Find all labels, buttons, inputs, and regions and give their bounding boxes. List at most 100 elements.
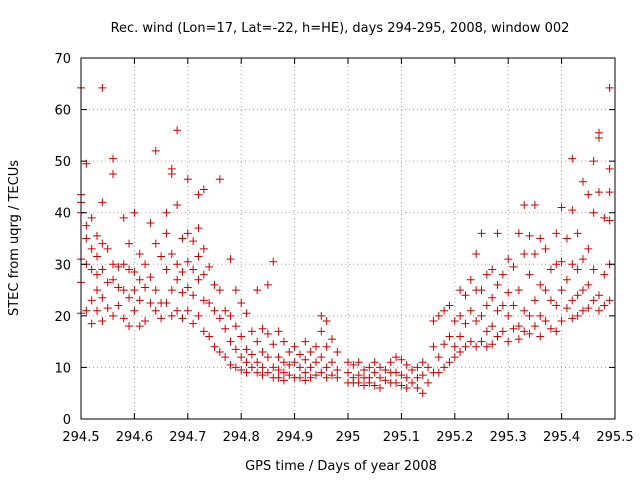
x-tick-label: 294.9 bbox=[276, 430, 313, 445]
data-point bbox=[82, 306, 91, 315]
data-point bbox=[520, 249, 529, 258]
data-point bbox=[311, 371, 320, 380]
data-point bbox=[306, 347, 315, 356]
data-point bbox=[327, 358, 336, 367]
data-point bbox=[536, 280, 545, 289]
data-point bbox=[253, 358, 262, 367]
data-point bbox=[178, 314, 187, 323]
data-point bbox=[173, 200, 182, 209]
data-point bbox=[594, 291, 603, 300]
data-point bbox=[589, 157, 598, 166]
data-point bbox=[600, 270, 609, 279]
data-point bbox=[258, 371, 267, 380]
data-point bbox=[568, 296, 577, 305]
data-point bbox=[482, 342, 491, 351]
data-point bbox=[461, 319, 470, 328]
data-point bbox=[472, 342, 481, 351]
data-point bbox=[183, 283, 192, 292]
data-point bbox=[482, 327, 491, 336]
data-point bbox=[552, 229, 561, 238]
data-point bbox=[546, 296, 555, 305]
data-point bbox=[408, 378, 417, 387]
data-point bbox=[285, 347, 294, 356]
data-point bbox=[317, 368, 326, 377]
data-point bbox=[157, 314, 166, 323]
data-point bbox=[237, 353, 246, 362]
data-point bbox=[536, 311, 545, 320]
data-point bbox=[354, 378, 363, 387]
data-point bbox=[82, 221, 91, 230]
data-point bbox=[194, 275, 203, 284]
data-point bbox=[237, 298, 246, 307]
data-point bbox=[109, 311, 118, 320]
data-point bbox=[242, 309, 251, 318]
data-point bbox=[130, 286, 139, 295]
data-point bbox=[413, 363, 422, 372]
data-point bbox=[520, 200, 529, 209]
data-point bbox=[141, 283, 150, 292]
data-point bbox=[167, 286, 176, 295]
data-point bbox=[183, 229, 192, 238]
data-point bbox=[183, 306, 192, 315]
data-point bbox=[253, 368, 262, 377]
data-point bbox=[87, 296, 96, 305]
data-point bbox=[589, 296, 598, 305]
data-point bbox=[178, 268, 187, 277]
data-point bbox=[509, 262, 518, 271]
data-point bbox=[605, 83, 614, 92]
data-point bbox=[418, 389, 427, 398]
data-point bbox=[221, 306, 230, 315]
x-tick-label: 294.7 bbox=[169, 430, 206, 445]
data-point bbox=[125, 265, 134, 274]
data-point bbox=[194, 311, 203, 320]
data-point bbox=[322, 363, 331, 372]
data-point bbox=[162, 208, 171, 217]
data-point bbox=[226, 360, 235, 369]
data-point bbox=[295, 373, 304, 382]
data-point bbox=[183, 257, 192, 266]
data-point bbox=[189, 319, 198, 328]
y-tick-label: 50 bbox=[54, 155, 71, 170]
data-point bbox=[578, 177, 587, 186]
data-point bbox=[119, 314, 128, 323]
data-point bbox=[477, 286, 486, 295]
data-point bbox=[584, 280, 593, 289]
data-point bbox=[151, 146, 160, 155]
data-point bbox=[568, 314, 577, 323]
data-point bbox=[279, 358, 288, 367]
data-point bbox=[594, 188, 603, 197]
data-point bbox=[584, 304, 593, 313]
data-point bbox=[253, 337, 262, 346]
data-point bbox=[530, 249, 539, 258]
data-point bbox=[173, 126, 182, 135]
data-point bbox=[450, 353, 459, 362]
y-tick-label: 70 bbox=[54, 52, 71, 67]
data-point bbox=[413, 373, 422, 382]
data-point bbox=[546, 265, 555, 274]
data-point bbox=[589, 265, 598, 274]
data-point bbox=[231, 322, 240, 331]
data-point bbox=[135, 249, 144, 258]
data-point bbox=[263, 368, 272, 377]
data-point bbox=[274, 327, 283, 336]
data-point bbox=[578, 286, 587, 295]
data-point bbox=[514, 229, 523, 238]
data-point bbox=[215, 347, 224, 356]
data-point bbox=[413, 384, 422, 393]
data-point bbox=[258, 324, 267, 333]
data-point bbox=[381, 376, 390, 385]
data-point bbox=[573, 291, 582, 300]
data-point bbox=[301, 355, 310, 364]
data-point bbox=[541, 317, 550, 326]
data-point bbox=[327, 335, 336, 344]
data-point bbox=[429, 317, 438, 326]
data-point bbox=[199, 327, 208, 336]
data-point bbox=[109, 275, 118, 284]
data-point bbox=[285, 371, 294, 380]
x-tick-label: 294.8 bbox=[223, 430, 260, 445]
data-point bbox=[93, 252, 102, 261]
data-point bbox=[568, 206, 577, 215]
data-point bbox=[461, 291, 470, 300]
data-point bbox=[605, 164, 614, 173]
data-point bbox=[119, 286, 128, 295]
